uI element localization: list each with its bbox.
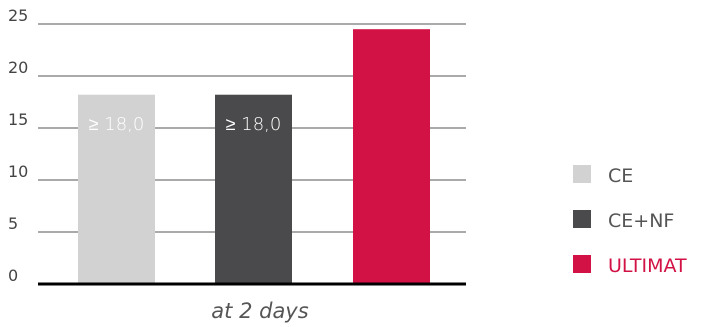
legend-label: CE bbox=[608, 165, 633, 187]
bar-ce bbox=[78, 94, 155, 284]
bar-labels: ≥ 18,0 ≥ 18,0 bbox=[89, 114, 282, 135]
bar-value-label: ≥ 18,0 bbox=[89, 114, 145, 135]
legend: CE CE+NF ULTIMAT bbox=[573, 165, 687, 277]
bar-value-label: ≥ 18,0 bbox=[226, 114, 282, 135]
legend-swatch-ce bbox=[573, 165, 591, 183]
x-category-label: at 2 days bbox=[211, 299, 308, 323]
y-tick-label: 10 bbox=[8, 162, 28, 181]
bar-ce-nf bbox=[215, 94, 292, 284]
y-tick-label: 0 bbox=[8, 266, 18, 285]
y-tick-label: 25 bbox=[8, 6, 28, 25]
legend-label: CE+NF bbox=[608, 210, 674, 232]
bar-ultimat bbox=[353, 29, 430, 285]
y-axis-ticks: 0 5 10 15 20 25 bbox=[8, 6, 28, 285]
y-tick-label: 20 bbox=[8, 58, 28, 77]
legend-swatch-ultimat bbox=[573, 255, 591, 273]
y-tick-label: 15 bbox=[8, 110, 28, 129]
y-tick-label: 5 bbox=[8, 214, 18, 233]
legend-swatch-ce-nf bbox=[573, 210, 591, 228]
legend-label: ULTIMAT bbox=[608, 255, 687, 277]
bars bbox=[78, 29, 430, 285]
